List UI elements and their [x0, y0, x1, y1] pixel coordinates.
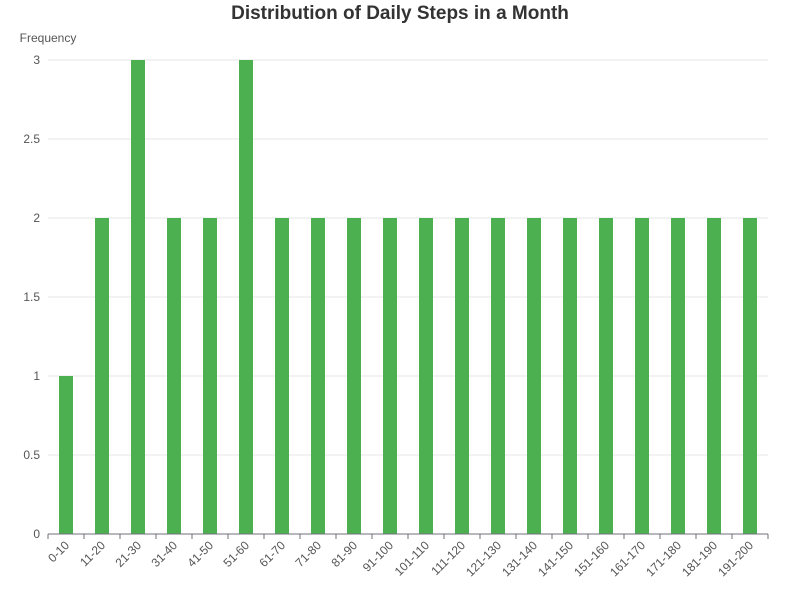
y-axis-ticks: 0 0.5 1 1.5 2 2.5 3	[23, 53, 40, 541]
bar-81-90	[347, 218, 361, 534]
bar-51-60	[239, 60, 253, 534]
y-tick-label: 1	[33, 369, 40, 383]
x-tick-label: 0-10	[45, 538, 72, 565]
bar-161-170	[635, 218, 649, 534]
x-tick-label: 151-160	[571, 538, 612, 579]
bar-11-20	[95, 218, 109, 534]
y-tick-label: 3	[33, 53, 40, 67]
bar-121-130	[491, 218, 505, 534]
y-tick-label: 2.5	[23, 132, 40, 146]
x-tick-label: 191-200	[715, 538, 756, 579]
bar-171-180	[671, 218, 685, 534]
x-tick-label: 101-110	[392, 538, 433, 579]
y-tick-label: 0.5	[23, 448, 40, 462]
x-tick-label: 171-180	[643, 538, 684, 579]
x-tick-label: 11-20	[77, 538, 108, 569]
grid-lines	[48, 59, 768, 456]
bar-41-50	[203, 218, 217, 534]
bar-61-70	[275, 218, 289, 534]
y-axis-label: Frequency	[20, 31, 77, 45]
bar-101-110	[419, 218, 433, 534]
x-tick-label: 111-120	[428, 538, 468, 578]
y-tick-label: 1.5	[23, 290, 40, 304]
bar-21-30	[131, 60, 145, 534]
bar-181-190	[707, 218, 721, 534]
bar-91-100	[383, 218, 397, 534]
x-tick-label: 181-190	[679, 538, 720, 579]
bar-0-10	[59, 376, 73, 534]
x-tick-label: 61-70	[257, 538, 289, 570]
x-tick-label: 21-30	[113, 538, 145, 570]
x-axis-ticks: 0-10 11-20 21-30 31-40 41-50 51-60 61-70 71-80 8…	[45, 534, 769, 579]
bar-71-80	[311, 218, 325, 534]
x-tick-label: 121-130	[463, 538, 504, 579]
bar-111-120	[455, 218, 469, 534]
bar-31-40	[167, 218, 181, 534]
x-tick-label: 81-90	[329, 538, 361, 570]
bar-191-200	[743, 218, 757, 534]
x-tick-label: 51-60	[221, 538, 253, 570]
bars	[59, 60, 757, 534]
x-tick-label: 31-40	[149, 538, 181, 570]
x-tick-label: 161-170	[607, 538, 648, 579]
bar-141-150	[563, 218, 577, 534]
bar-151-160	[599, 218, 613, 534]
x-tick-label: 141-150	[535, 538, 576, 579]
bar-131-140	[527, 218, 541, 534]
chart-title: Distribution of Daily Steps in a Month	[231, 3, 569, 24]
x-tick-label: 41-50	[185, 538, 217, 570]
x-tick-label: 131-140	[499, 538, 540, 579]
x-tick-label: 71-80	[293, 538, 325, 570]
y-tick-label: 0	[33, 527, 40, 541]
y-tick-label: 2	[33, 211, 40, 225]
